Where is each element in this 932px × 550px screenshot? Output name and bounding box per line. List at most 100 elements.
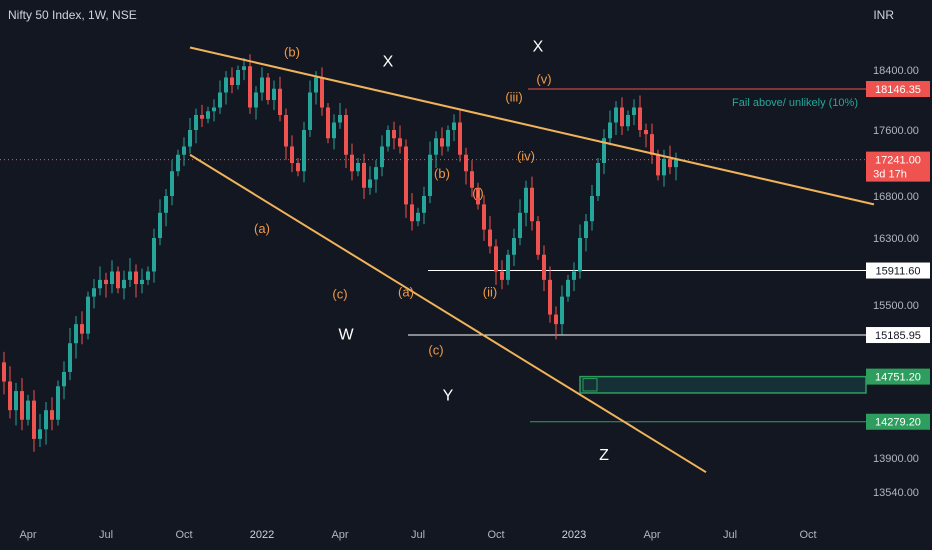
candle-body [536, 221, 540, 255]
candle-body [314, 77, 318, 93]
candle-body [548, 279, 552, 315]
candle-body [374, 167, 378, 180]
candle-body [122, 279, 126, 289]
y-tick-label: 16300.00 [873, 233, 919, 245]
candle-body [308, 92, 312, 130]
wave-degree-label: W [338, 326, 354, 343]
candle-body [608, 122, 612, 139]
price-tag-bg [866, 327, 930, 344]
price-tag-bg [866, 262, 930, 279]
candle-body [134, 271, 138, 285]
candle-body [236, 70, 240, 85]
candle-body [428, 154, 432, 196]
candle-body [254, 92, 258, 108]
price-tag: 15911.60 [875, 266, 920, 278]
wave-label: (iv) [517, 149, 535, 164]
candle-body [326, 107, 330, 139]
candle-body [92, 288, 96, 297]
candle-body [206, 111, 210, 119]
candle-body [344, 115, 348, 155]
wave-degree-label: X [533, 38, 544, 55]
candle-body [116, 271, 120, 289]
candle-body [272, 88, 276, 100]
candle-body [26, 400, 30, 420]
currency-label: INR [873, 8, 894, 22]
candle-body [368, 179, 372, 188]
candle-body [482, 204, 486, 230]
price-tag: 14279.20 [875, 417, 921, 429]
candle-body [68, 343, 72, 372]
candle-body [32, 400, 36, 439]
candle-body [566, 279, 570, 297]
wave-label: (i) [472, 186, 484, 201]
y-tick-label: 15500.00 [873, 300, 919, 312]
candle-body [8, 381, 12, 411]
candle-body [464, 154, 468, 172]
wave-label: (c) [428, 343, 443, 358]
candle-body [284, 115, 288, 147]
candle-body [362, 163, 366, 188]
candle-body [320, 77, 324, 108]
current-price-tag-bg [866, 151, 930, 182]
candle-body [386, 130, 390, 147]
candle-countdown: 3d 17h [873, 169, 907, 181]
wave-degree-label: Z [599, 447, 609, 464]
candle-body [488, 229, 492, 247]
candle-body [128, 271, 132, 280]
candle-body [656, 154, 660, 176]
x-tick-label: Apr [643, 529, 660, 541]
candle-body [530, 187, 534, 222]
support-zone [579, 375, 867, 394]
x-tick-label: Oct [799, 529, 816, 541]
y-tick-label: 17600.00 [873, 125, 919, 137]
y-tick-label: 13540.00 [873, 487, 919, 499]
candle-body [590, 196, 594, 222]
candle-body [434, 138, 438, 155]
candle-body [278, 88, 282, 115]
wave-label: (v) [536, 72, 551, 87]
wave-label: (a) [254, 221, 270, 236]
wave-degree-label: Y [443, 388, 454, 405]
candle-body [416, 212, 420, 222]
candle-body [560, 296, 564, 325]
candle-body [662, 158, 666, 176]
candle-body [2, 362, 6, 382]
candle-body [410, 204, 414, 222]
candle-body [14, 391, 18, 411]
x-tick-label: Jul [723, 529, 737, 541]
candle-body [602, 138, 606, 163]
candle-body [170, 171, 174, 196]
candle-body [476, 187, 480, 205]
candle-body [62, 371, 66, 387]
candle-body [80, 324, 84, 334]
candle-body [668, 158, 672, 168]
candle-body [440, 138, 444, 147]
candle-body [572, 271, 576, 280]
candle-body [98, 279, 102, 289]
candle-body [248, 66, 252, 108]
price-tag-bg [866, 368, 930, 385]
candle-body [146, 271, 150, 280]
candle-body [260, 77, 264, 93]
candle-body [350, 154, 354, 172]
candle-body [296, 163, 300, 172]
candle-body [494, 246, 498, 272]
candle-body [158, 212, 162, 238]
candle-body [56, 386, 60, 420]
candle-body [584, 221, 588, 238]
x-tick-label: Apr [19, 529, 36, 541]
candle-body [224, 77, 228, 93]
candle-body [398, 138, 402, 147]
candle-body [44, 410, 48, 430]
candle-body [20, 391, 24, 420]
candle-body [104, 279, 108, 285]
candle-body [110, 271, 114, 285]
candle-body [458, 122, 462, 155]
candle-body [212, 107, 216, 112]
x-tick-label: Oct [487, 529, 504, 541]
candle-body [650, 134, 654, 155]
candle-body [614, 107, 618, 123]
candle-body [470, 171, 474, 188]
